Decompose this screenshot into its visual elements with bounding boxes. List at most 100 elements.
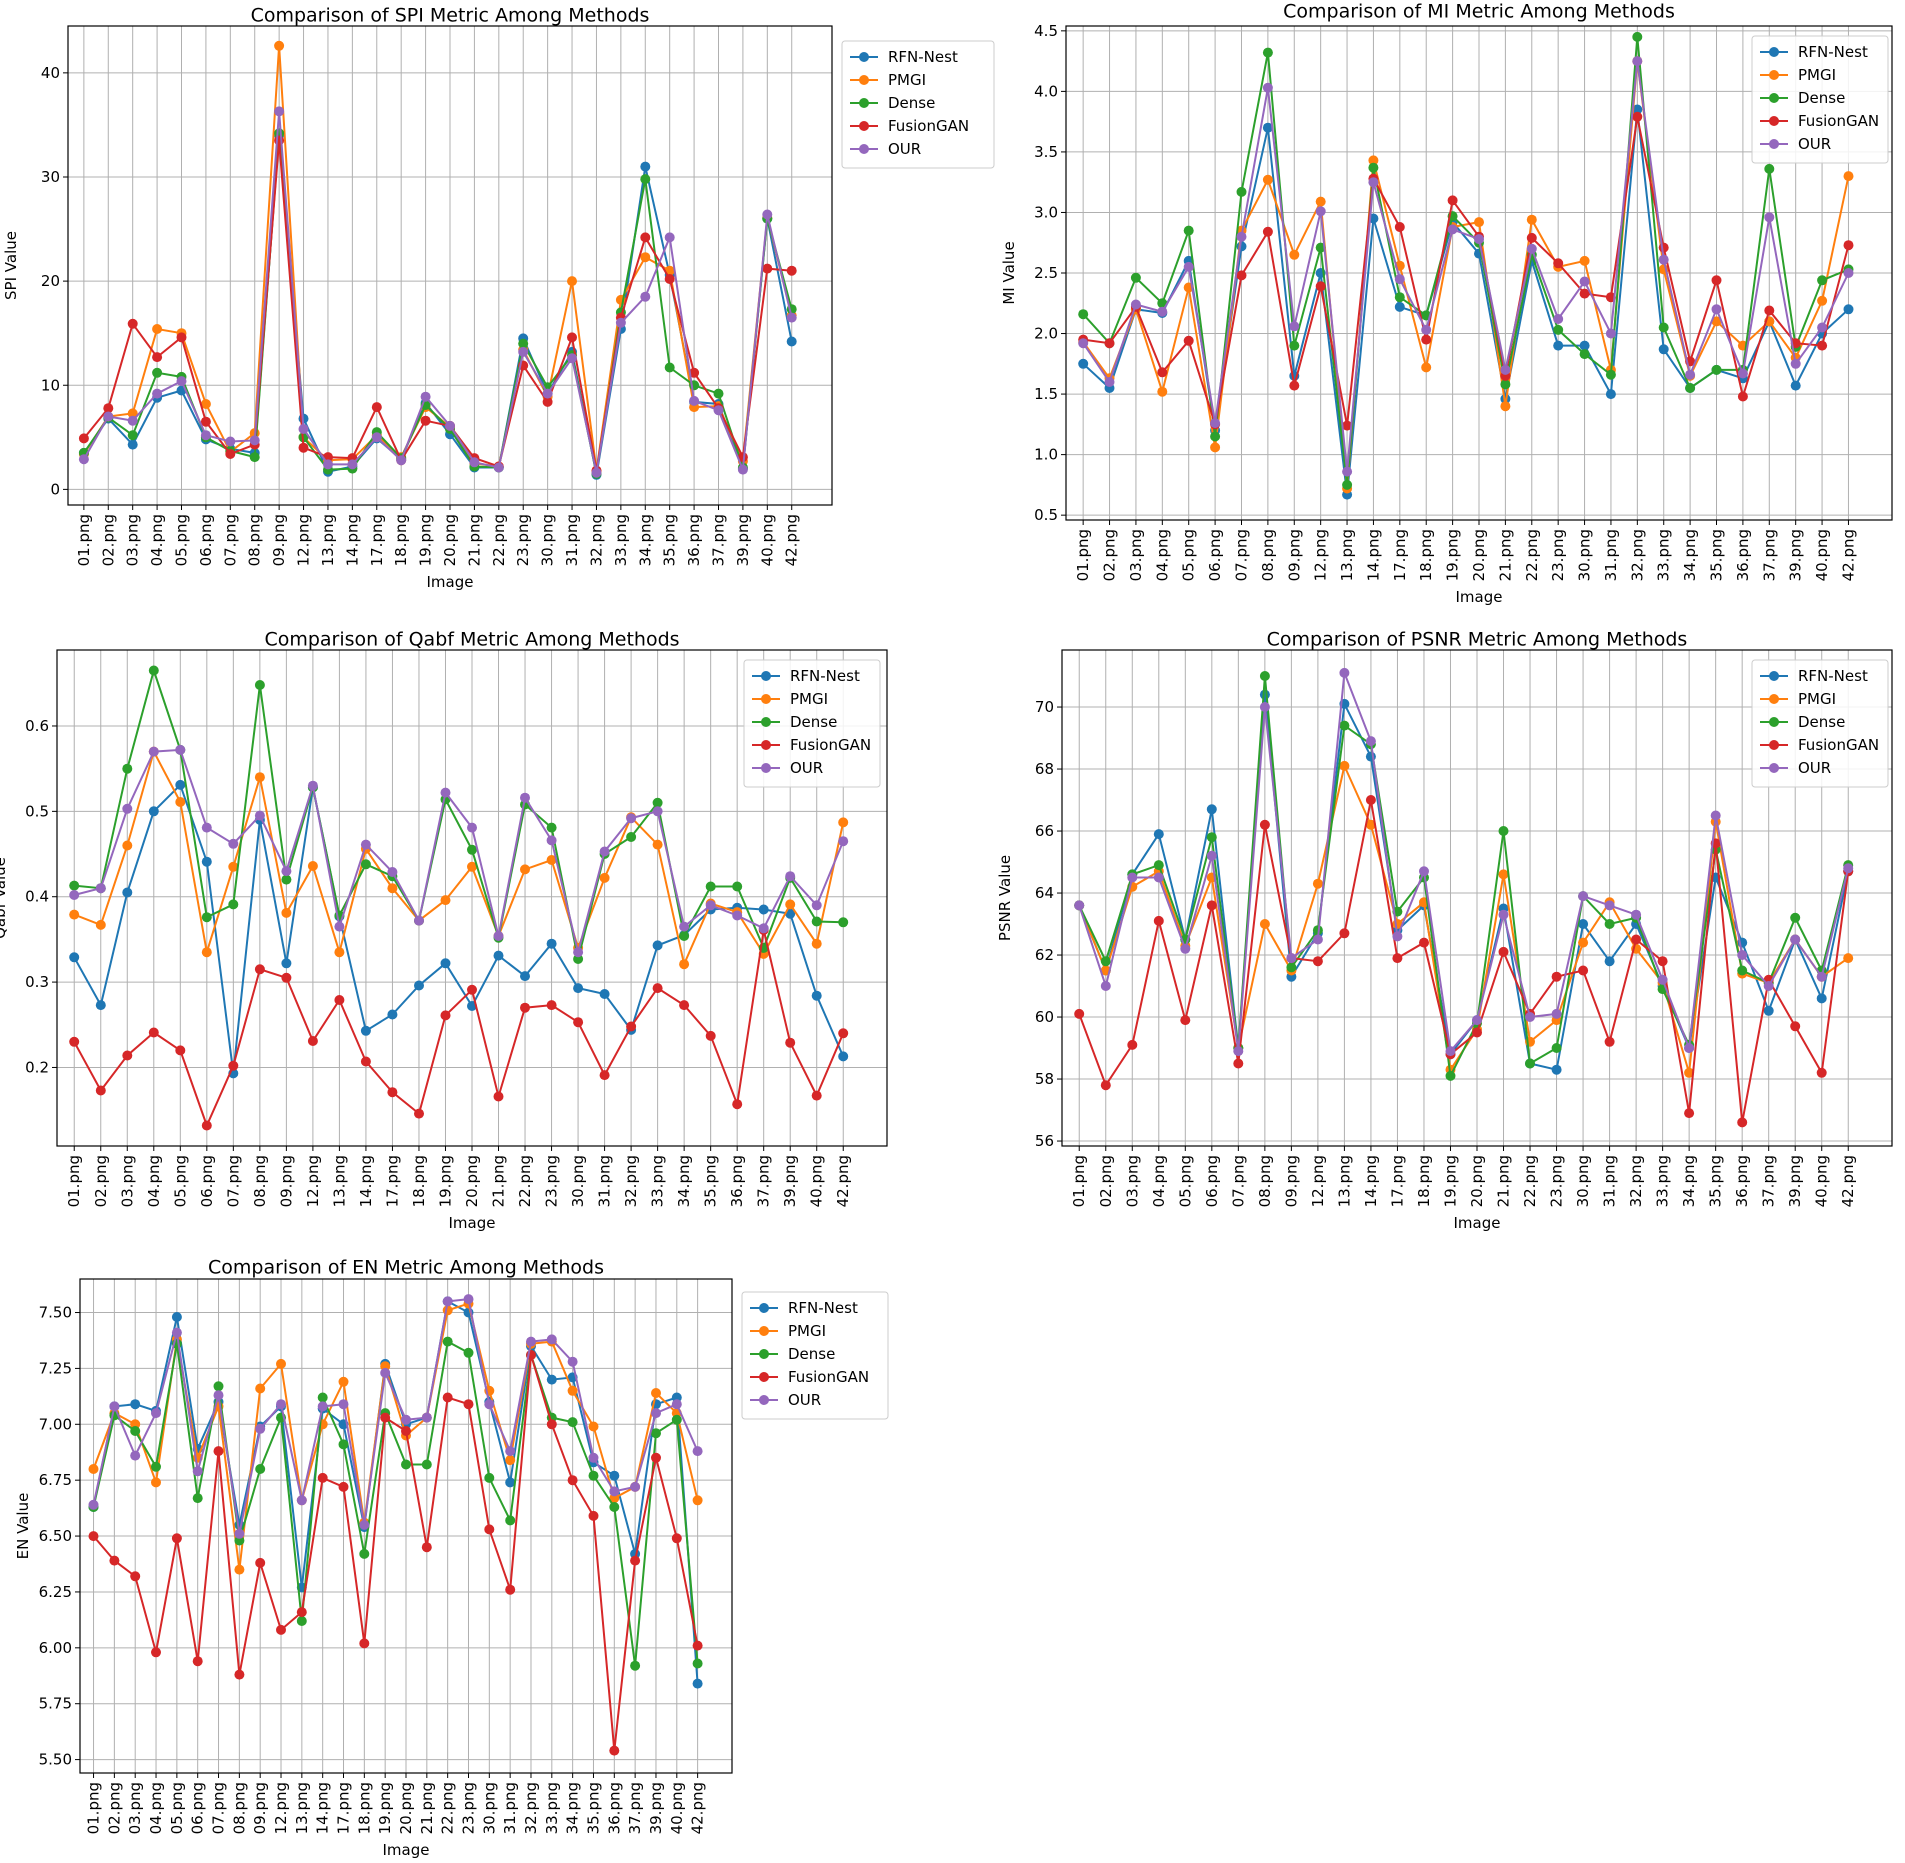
data-point: [442, 1296, 453, 1307]
y-tick-label: 6.75: [39, 1471, 72, 1489]
data-point: [225, 436, 236, 447]
data-point: [1104, 377, 1115, 387]
data-point: [1711, 304, 1722, 315]
y-tick-label: 58: [1035, 1070, 1054, 1088]
legend-marker: [859, 144, 869, 154]
series-line: [73, 748, 845, 968]
data-point: [1498, 826, 1509, 836]
x-tick-label: 08.png: [230, 1782, 248, 1834]
data-point: [1526, 232, 1537, 243]
data-point: [69, 880, 80, 891]
series-dense: [78, 128, 797, 479]
y-tick-label: 7.25: [39, 1359, 72, 1377]
data-point: [1553, 340, 1564, 351]
x-tick-label: 18.png: [392, 514, 410, 566]
data-point: [652, 806, 663, 817]
data-point: [640, 161, 651, 172]
y-tick-label: 20: [41, 272, 60, 290]
y-tick-label: 2.5: [1034, 264, 1058, 282]
data-point: [609, 1745, 620, 1756]
data-point: [130, 1426, 141, 1436]
legend-label: Dense: [790, 713, 837, 731]
data-point: [127, 430, 138, 441]
x-tick-label: 37.png: [709, 514, 727, 566]
data-point: [591, 467, 602, 478]
data-point: [588, 1452, 599, 1463]
y-tick-label: 7.50: [39, 1304, 72, 1322]
legend-box: [1751, 35, 1889, 164]
data-point: [1579, 276, 1590, 287]
x-tick-label: 20.png: [397, 1782, 415, 1834]
data-point: [1605, 389, 1616, 400]
data-point: [1525, 1058, 1535, 1069]
data-point: [151, 1461, 161, 1472]
x-tick-label: 34.png: [1680, 1155, 1698, 1207]
data-point: [1259, 819, 1270, 830]
data-point: [1632, 56, 1643, 67]
series-line: [83, 111, 793, 473]
legend-item: RFN-Nest: [1760, 43, 1868, 61]
data-point: [732, 910, 743, 921]
x-tick-label: 12.png: [272, 1782, 290, 1834]
y-tick-label: 0.5: [25, 802, 49, 820]
data-point: [732, 1099, 743, 1110]
x-tick-label: 22.png: [490, 514, 508, 566]
data-point: [651, 1452, 661, 1463]
data-point: [69, 1036, 80, 1047]
data-point: [1843, 953, 1854, 964]
x-tick-label: 06.png: [197, 514, 215, 566]
series-dense: [69, 665, 849, 964]
x-tick-label: 09.png: [1282, 1155, 1300, 1207]
x-tick-label: 40.png: [758, 514, 776, 566]
data-point: [1447, 195, 1458, 206]
y-tick-label: 10: [41, 376, 60, 394]
x-tick-label: 17.png: [1391, 529, 1409, 581]
x-tick-label: 07.png: [221, 514, 239, 566]
data-point: [1658, 344, 1669, 355]
data-point: [151, 1408, 161, 1419]
data-point: [175, 779, 186, 790]
legend-label: OUR: [888, 140, 921, 158]
x-tick-label: 04.png: [147, 1782, 165, 1834]
data-point: [1262, 174, 1273, 185]
x-tick-label: 07.png: [1232, 529, 1250, 581]
legend-marker: [761, 740, 771, 750]
data-point: [1553, 324, 1564, 335]
series-line: [73, 929, 845, 1129]
legend: RFN-Nest PMGI Dense FusionGAN OUR: [743, 659, 881, 788]
x-tick-label: 35.png: [702, 1155, 720, 1207]
y-tick-label: 0.2: [25, 1058, 49, 1076]
y-tick-label: 60: [1035, 1008, 1054, 1026]
data-point: [1183, 335, 1194, 346]
data-point: [609, 1470, 620, 1481]
data-point: [838, 1051, 849, 1062]
data-point: [276, 1399, 286, 1410]
x-tick-label: 22.png: [1521, 1155, 1539, 1207]
data-point: [679, 921, 690, 932]
data-point: [1104, 338, 1115, 349]
data-point: [1368, 155, 1379, 166]
y-tick-label: 3.5: [1034, 143, 1058, 161]
x-tick-label: 14.png: [357, 1155, 375, 1207]
x-tick-label: 33.png: [649, 1155, 667, 1207]
data-point: [737, 464, 748, 475]
data-point: [626, 813, 637, 824]
data-point: [281, 874, 292, 885]
data-point: [1843, 268, 1854, 278]
x-tick-label: 37.png: [626, 1782, 644, 1834]
data-point: [317, 1472, 328, 1483]
data-point: [323, 459, 333, 470]
legend-marker: [759, 1349, 769, 1359]
data-point: [234, 1669, 245, 1680]
y-axis-label: SPI Value: [2, 231, 20, 300]
data-point: [1100, 1080, 1111, 1091]
data-point: [1605, 328, 1616, 339]
y-axis-label: Qabf Value: [0, 857, 9, 939]
data-point: [360, 859, 371, 870]
data-point: [811, 1090, 822, 1101]
data-point: [298, 442, 309, 453]
data-point: [442, 1336, 453, 1347]
data-point: [1551, 1008, 1562, 1019]
x-tick-label: 03.png: [1123, 1155, 1141, 1207]
data-point: [640, 291, 651, 302]
